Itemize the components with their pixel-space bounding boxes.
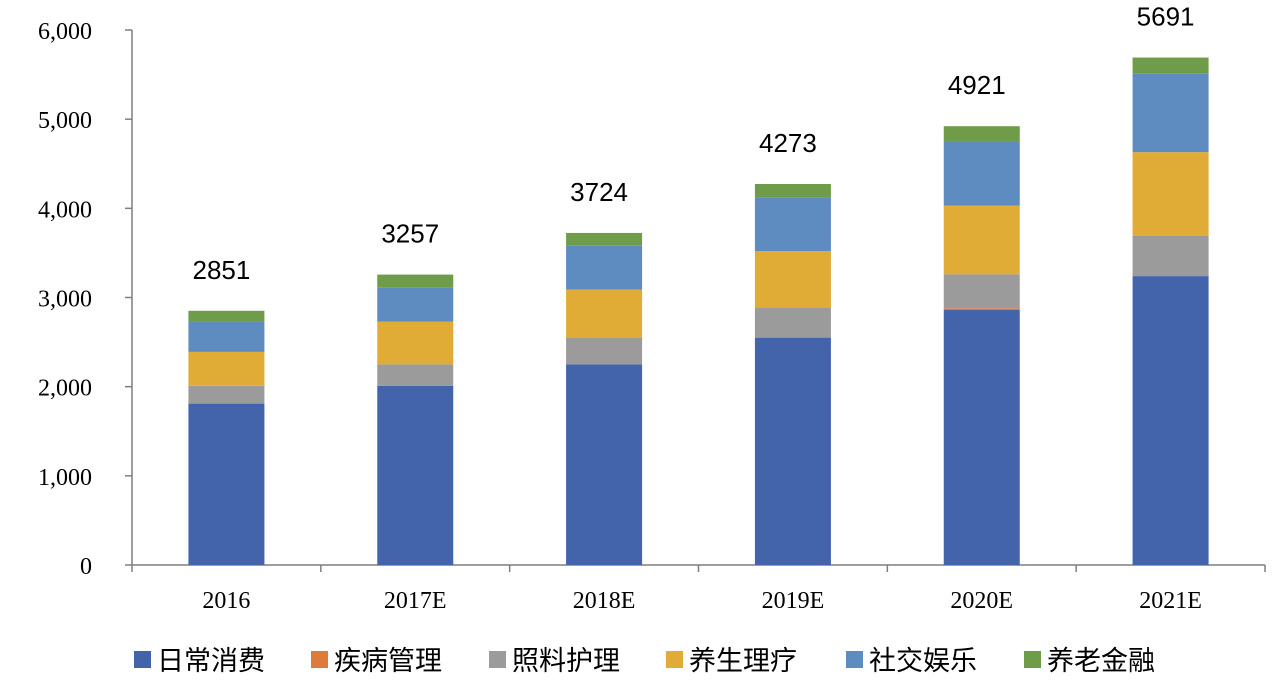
bar-segment [943,126,1020,142]
bar-segment [1132,235,1209,277]
bar-segment [188,321,265,352]
y-tick-label: 5,000 [38,108,92,134]
bar-segment [566,232,643,246]
x-tick-label: 2017E [384,588,447,614]
total-label: 3724 [570,177,628,207]
bar-segment [566,337,643,365]
bar-segment [377,321,454,365]
bar-segment [188,310,265,322]
bar-segment [377,364,454,386]
y-tick-label: 3,000 [38,287,92,313]
legend-swatch [489,651,506,668]
total-labels: 2851 3257 3724 4273 4921 5691 [192,2,1194,285]
total-label: 4273 [759,128,817,158]
legend-swatch [134,651,151,668]
y-tick-label: 2,000 [38,376,92,402]
total-label: 2851 [192,255,250,285]
bar-segment [754,183,831,198]
bar-segment [1132,276,1209,565]
legend-label: 养生理疗 [689,646,797,677]
total-label: 4921 [948,70,1006,100]
bar-segment [566,245,643,290]
bar-segment [1132,73,1209,153]
legend: 日常消费 疾病管理 照料护理 养生理疗 社交娱乐 养老金融 [134,646,1155,677]
total-label: 3257 [381,219,439,249]
bar-segment [377,385,454,565]
legend-label: 疾病管理 [334,646,442,677]
bar-segment [943,274,1020,309]
total-label: 5691 [1137,2,1195,32]
legend-label: 日常消费 [157,646,265,677]
x-tick-label: 2019E [762,588,825,614]
y-tick-label: 1,000 [38,465,92,491]
legend-label: 社交娱乐 [869,646,977,677]
bar-segment [566,289,643,338]
bar-segment [188,403,265,565]
bar-segment [1132,152,1209,236]
legend-swatch [311,651,328,668]
bar-segment [188,351,265,386]
bar-segment [1132,57,1209,74]
x-tick-label: 2016 [202,588,250,614]
bar-segment [754,307,831,338]
legend-label: 照料护理 [512,646,620,677]
bar-segment [377,287,454,322]
bar-segment [188,385,265,404]
bar-segment [943,141,1020,206]
bar-segment [377,274,454,288]
bar-segment [943,308,1020,310]
bars [188,57,1209,565]
y-tick-label: 4,000 [38,197,92,223]
y-axis: 0 1,000 2,000 3,000 4,000 5,000 6,000 [38,19,133,580]
x-tick-label: 2021E [1139,588,1202,614]
legend-label: 养老金融 [1047,646,1155,677]
x-tick-label: 2020E [950,588,1013,614]
legend-swatch [666,651,683,668]
bar-segment [754,251,831,308]
x-tick-label: 2018E [573,588,636,614]
bar-segment [943,205,1020,275]
y-tick-label: 6,000 [38,19,92,45]
x-axis: 2016 2017E 2018E 2019E 2020E 2021E [131,564,1266,614]
legend-swatch [1024,651,1041,668]
bar-segment [566,364,643,565]
bar-segment [754,197,831,252]
legend-swatch [846,651,863,668]
bar-segment [943,309,1020,565]
bar-segment [754,337,831,565]
y-tick-label: 0 [80,554,92,580]
